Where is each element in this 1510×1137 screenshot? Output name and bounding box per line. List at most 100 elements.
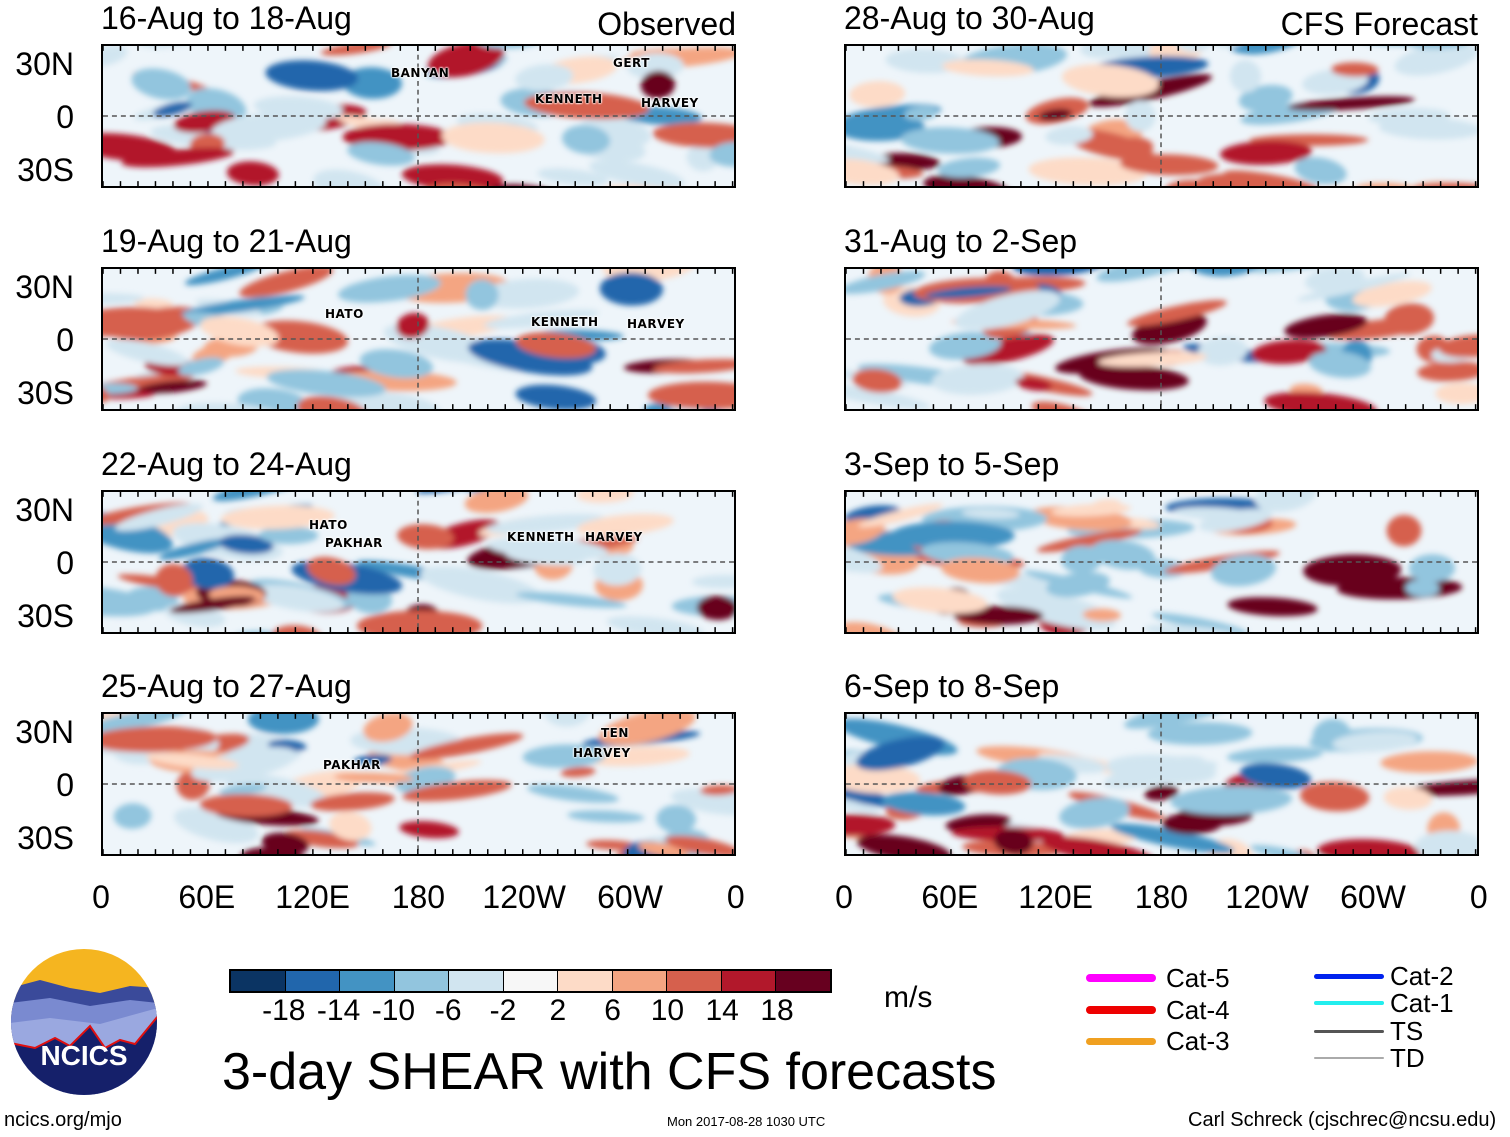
- shear-contour: [942, 59, 1034, 77]
- shear-contour: [997, 587, 1116, 630]
- colorbar-swatch: [285, 971, 341, 991]
- shear-contour: [219, 534, 274, 555]
- shear-contour: [226, 161, 279, 186]
- shear-contour: [1226, 746, 1324, 764]
- shear-contour: [873, 153, 941, 170]
- shear-contour: [353, 754, 392, 766]
- legend-line-cat-2: [1314, 973, 1384, 979]
- shear-contour: [333, 772, 414, 783]
- shear-contour: [441, 122, 545, 154]
- shear-contour: [399, 821, 459, 839]
- lat-label: 0: [56, 545, 74, 581]
- lat-label: 30S: [17, 375, 74, 411]
- shear-contour: [606, 616, 704, 632]
- lon-label: 120W: [1225, 879, 1309, 915]
- shear-contour: [846, 158, 900, 186]
- shear-contour: [846, 270, 926, 294]
- storm-label: BANYAN: [391, 66, 450, 80]
- shear-contour: [961, 508, 1020, 519]
- shear-contour: [396, 312, 430, 339]
- shear-contour: [1417, 361, 1477, 382]
- shear-contour: [686, 143, 720, 172]
- shear-contour: [103, 714, 186, 734]
- lon-label: 0: [835, 879, 853, 915]
- storm-label: HARVEY: [585, 530, 643, 544]
- shear-contour: [1045, 126, 1093, 145]
- shear-contour: [852, 368, 902, 393]
- lat-label: 30S: [17, 598, 74, 634]
- ncics-logo: NCICS: [10, 948, 158, 1096]
- shear-contour: [1408, 554, 1456, 583]
- colorbar-label: 6: [604, 994, 621, 1027]
- shear-contour: [155, 563, 193, 597]
- lon-label: 180: [391, 879, 446, 915]
- shear-contour: [1028, 157, 1147, 186]
- footer-url[interactable]: ncics.org/mjo: [4, 1109, 122, 1131]
- lon-label: 120W: [482, 879, 566, 915]
- shear-contour: [329, 811, 372, 841]
- shear-contour: [1308, 350, 1372, 378]
- lon-label: 0: [1469, 879, 1488, 915]
- shear-contour: [169, 596, 256, 614]
- shear-contour: [652, 358, 734, 374]
- shear-contour: [1251, 339, 1327, 365]
- shear-contour: [1046, 571, 1110, 598]
- shear-contour: [250, 584, 344, 613]
- shear-contour: [560, 766, 596, 778]
- storm-label: HARVEY: [573, 746, 631, 760]
- shear-contour: [1317, 839, 1422, 854]
- shear-contour: [103, 512, 173, 554]
- shear-contour: [1059, 797, 1130, 829]
- shear-contour: [638, 841, 689, 854]
- storm-label: GERT: [613, 56, 650, 70]
- shear-contour: [121, 147, 235, 168]
- figure-title: 3-day SHEAR with CFS forecasts: [222, 1043, 997, 1101]
- shear-contour: [212, 492, 312, 501]
- shear-contour: [356, 610, 483, 632]
- colorbar-label: -10: [371, 994, 416, 1027]
- shear-contour: [846, 382, 931, 409]
- shear-contour: [962, 334, 1054, 366]
- shear-contour: [1403, 779, 1477, 796]
- footer-timestamp: Mon 2017-08-28 1030 UTC: [667, 1114, 826, 1129]
- shear-contour: [537, 168, 609, 186]
- shear-contour: [321, 46, 392, 56]
- shear-contour: [1110, 823, 1235, 854]
- shear-contour: [1415, 830, 1477, 854]
- shear-contour: [1127, 300, 1227, 327]
- shear-contour: [891, 521, 1015, 550]
- shear-map-panel: HATO PAKHAR KENNETH HARVEY: [101, 490, 736, 634]
- shear-contour: [1383, 786, 1433, 810]
- shear-contour: [136, 380, 208, 394]
- colorbar-swatch: [612, 971, 668, 991]
- shear-contour: [576, 513, 674, 536]
- shear-contour: [647, 381, 734, 409]
- lat-label: 30N: [15, 269, 74, 305]
- shear-contour: [892, 587, 988, 614]
- shear-contour: [103, 293, 145, 305]
- colorbar-swatch: [667, 971, 722, 991]
- colorbar-swatch: [503, 971, 559, 991]
- panel-title: 6-Sep to 8-Sep: [844, 668, 1060, 704]
- shear-contour: [562, 125, 611, 154]
- shear-contour: [846, 789, 881, 814]
- shear-contour: [397, 524, 454, 550]
- shear-contour: [468, 339, 593, 376]
- lat-label: 0: [56, 322, 74, 358]
- shear-contour: [1170, 785, 1292, 815]
- shear-contour: [1380, 751, 1477, 773]
- shear-contour: [181, 557, 235, 590]
- shear-contour: [846, 621, 905, 632]
- shear-contour: [266, 369, 386, 397]
- colorbar-swatch: [340, 971, 395, 991]
- shear-contour: [313, 169, 390, 186]
- shear-contour: [237, 388, 308, 409]
- shear-contour: [1368, 108, 1450, 126]
- shear-contour: [941, 557, 1020, 584]
- shear-contour: [963, 770, 1032, 795]
- observed-label: Observed: [597, 6, 736, 42]
- shear-contour: [1038, 108, 1072, 121]
- lon-label: 180: [1134, 879, 1189, 915]
- shear-contour: [113, 803, 152, 829]
- lon-label: 60E: [178, 879, 236, 915]
